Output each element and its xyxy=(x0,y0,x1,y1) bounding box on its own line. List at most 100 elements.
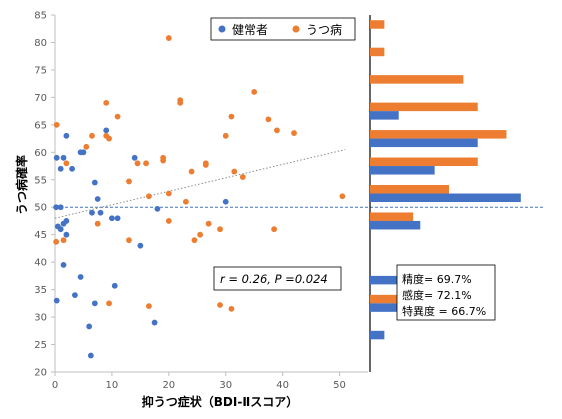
data-point-healthy xyxy=(53,204,60,211)
data-point-depression xyxy=(222,132,229,139)
data-point-depression xyxy=(89,132,95,139)
legend: 健常者 うつ病 xyxy=(210,17,356,41)
data-point-healthy xyxy=(87,352,94,359)
y-tick-label: 20 xyxy=(34,368,47,379)
data-point-depression xyxy=(146,193,152,200)
y-tick-label: 45 xyxy=(34,230,47,241)
data-point-healthy xyxy=(154,205,161,212)
data-point-healthy xyxy=(77,274,84,280)
hist-bar-depression xyxy=(370,294,414,304)
data-point-depression xyxy=(83,143,90,150)
data-point-depression xyxy=(291,130,297,136)
metrics-panel: 精度= 69.7% 感度= 72.1% 特異度 = 66.7% xyxy=(396,264,496,321)
data-point-depression xyxy=(228,113,235,120)
hist-bar-healthy xyxy=(370,330,385,340)
data-point-depression xyxy=(103,99,110,106)
y-tick-label: 30 xyxy=(34,313,47,324)
data-point-healthy xyxy=(151,319,158,326)
x-tick-label: 0 xyxy=(52,380,58,391)
data-point-healthy xyxy=(53,154,60,161)
stats-annotation: r = 0.26, P =0.024 xyxy=(213,266,342,291)
hist-bar-healthy xyxy=(370,166,435,175)
hist-bar-healthy xyxy=(370,193,521,202)
y-tick-label: 40 xyxy=(34,258,47,269)
data-point-depression xyxy=(191,237,198,244)
hist-bar-depression xyxy=(370,20,385,29)
data-point-depression xyxy=(160,157,167,164)
hist-bar-healthy xyxy=(370,138,478,148)
data-point-depression xyxy=(188,168,195,175)
metric-accuracy: 精度= 69.7% xyxy=(402,272,472,286)
y-tick-label: 35 xyxy=(34,285,47,296)
stats-annotation-box xyxy=(213,266,342,291)
data-point-depression xyxy=(182,198,189,205)
data-point-healthy xyxy=(114,215,121,222)
data-point-healthy xyxy=(72,292,78,299)
data-point-healthy xyxy=(89,209,95,216)
data-point-depression xyxy=(205,220,212,227)
legend-label-healthy: 健常者 xyxy=(232,23,268,37)
legend-label-depression: うつ病 xyxy=(306,22,342,37)
data-point-healthy xyxy=(69,165,75,172)
data-point-depression xyxy=(228,305,235,312)
data-point-healthy xyxy=(57,204,64,211)
data-point-healthy xyxy=(77,149,84,156)
data-point-healthy xyxy=(131,154,138,161)
data-point-healthy xyxy=(53,297,60,304)
hist-bar-depression xyxy=(370,212,414,221)
y-tick-label: 80 xyxy=(34,38,47,49)
data-point-healthy xyxy=(111,282,118,289)
data-point-healthy xyxy=(137,242,144,249)
x-tick-label: 50 xyxy=(333,380,346,391)
data-point-depression xyxy=(60,237,67,244)
data-point-healthy xyxy=(60,154,67,161)
data-point-depression xyxy=(126,178,132,185)
data-point-depression xyxy=(63,160,70,167)
data-point-depression xyxy=(126,237,132,244)
stats-annotation-text: r = 0.26, P =0.024 xyxy=(220,272,328,286)
data-point-depression xyxy=(94,220,101,227)
data-point-depression xyxy=(271,226,277,233)
histogram xyxy=(370,20,521,340)
trendline-group xyxy=(54,149,346,219)
legend-box xyxy=(210,17,356,41)
data-point-healthy xyxy=(222,198,229,205)
x-tick-label: 20 xyxy=(162,380,175,391)
data-point-depression xyxy=(339,193,346,200)
data-point-depression xyxy=(265,116,272,123)
y-tick-label: 25 xyxy=(34,340,47,351)
data-point-depression xyxy=(146,303,152,309)
hist-bar-depression xyxy=(370,185,449,194)
y-tick-label: 85 xyxy=(34,11,47,22)
hist-bar-healthy xyxy=(370,303,406,312)
data-point-depression xyxy=(177,99,184,106)
data-point-depression xyxy=(239,174,246,180)
y-tick-label: 65 xyxy=(34,120,47,131)
y-tick-label: 55 xyxy=(34,175,47,186)
metric-specificity: 特異度 = 66.7% xyxy=(402,304,486,318)
metrics-box xyxy=(396,264,496,321)
data-point-healthy xyxy=(57,165,64,172)
y-tick-label: 75 xyxy=(34,65,47,76)
hist-bar-depression xyxy=(370,47,385,57)
metric-sensitivity: 感度= 72.1% xyxy=(402,288,472,302)
data-point-depression xyxy=(143,160,149,167)
data-point-healthy xyxy=(91,300,98,307)
y-axis-title: うつ病確率 xyxy=(14,155,29,215)
hist-bar-depression xyxy=(370,102,478,112)
data-point-depression xyxy=(197,231,204,238)
hist-bar-depression xyxy=(370,130,507,139)
hist-bar-depression xyxy=(370,157,478,167)
hist-bar-healthy xyxy=(370,111,399,120)
x-tick-label: 30 xyxy=(219,380,232,391)
x-tick-label: 10 xyxy=(106,380,119,391)
data-point-depression xyxy=(251,88,258,95)
data-point-depression xyxy=(165,190,172,197)
data-point-depression xyxy=(165,35,172,41)
x-axis-title: 抑うつ症状（BDI-Ⅱスコア） xyxy=(142,394,298,409)
data-point-depression xyxy=(202,162,209,168)
y-tick-label: 50 xyxy=(34,203,47,214)
data-point-depression xyxy=(106,135,112,142)
data-point-healthy xyxy=(109,215,115,222)
